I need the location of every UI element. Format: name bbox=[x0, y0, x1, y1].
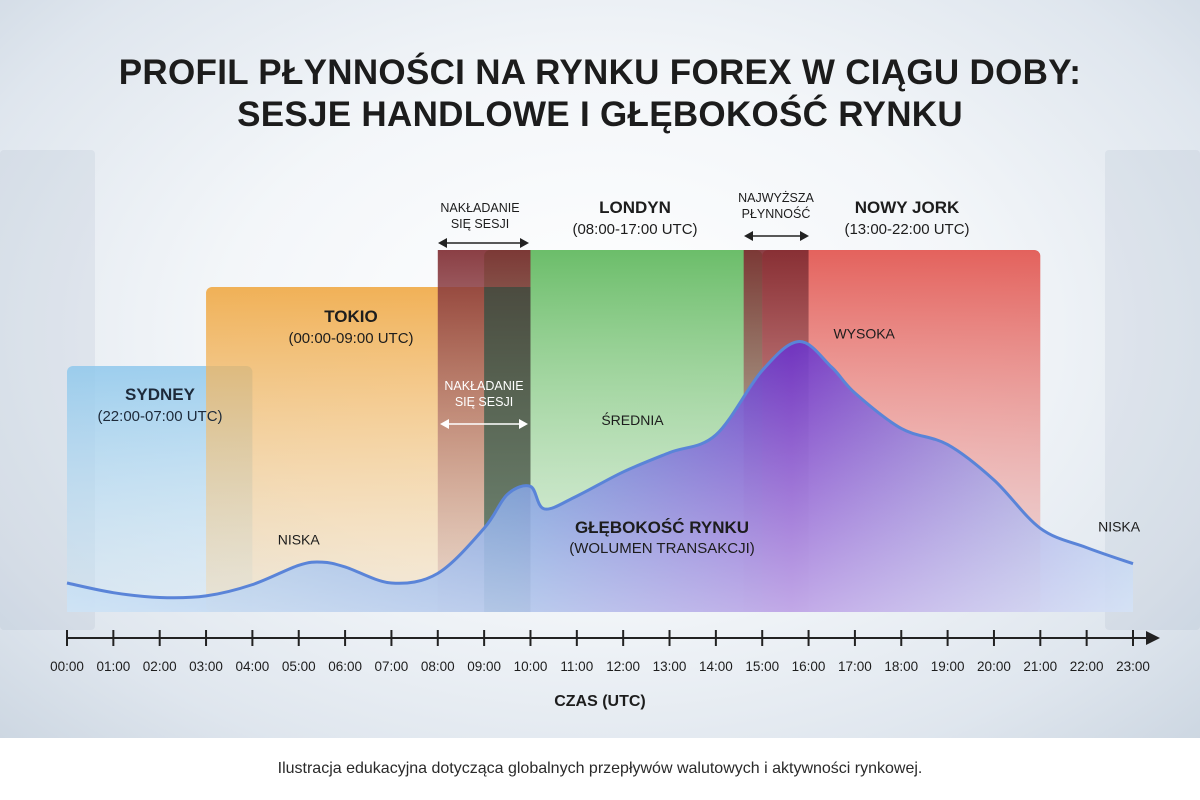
volume-area-fade bbox=[67, 341, 1133, 612]
session-hours-londyn: (08:00-17:00 UTC) bbox=[572, 221, 697, 238]
liquidity-chart: SYDNEY (22:00-07:00 UTC) TOKIO (00:00-09… bbox=[50, 191, 1160, 710]
x-tick-label: 06:00 bbox=[328, 659, 362, 674]
annotation-4: NISKA bbox=[1098, 519, 1141, 535]
overlap-inner-label-bottom: SIĘ SESJI bbox=[455, 395, 513, 409]
x-tick-label: 13:00 bbox=[653, 659, 687, 674]
session-label-sydney: SYDNEY bbox=[125, 385, 196, 404]
background-panel-right bbox=[1105, 150, 1200, 630]
title-line-1: PROFIL PŁYNNOŚCI NA RYNKU FOREX W CIĄGU … bbox=[118, 53, 1082, 92]
annotation-3: WYSOKA bbox=[833, 325, 895, 341]
x-tick-label: 14:00 bbox=[699, 659, 733, 674]
overlap-inner-arrowhead-right bbox=[519, 419, 528, 429]
x-tick-label: 03:00 bbox=[189, 659, 223, 674]
x-axis-arrowhead bbox=[1146, 631, 1160, 645]
volume-line bbox=[66, 340, 1134, 600]
x-tick-label: 05:00 bbox=[282, 659, 316, 674]
x-tick-label: 19:00 bbox=[931, 659, 965, 674]
overlap2-arrowhead-left bbox=[744, 231, 753, 241]
overlap1-label-bottom: SIĘ SESJI bbox=[451, 217, 509, 231]
x-tick-label: 04:00 bbox=[235, 659, 269, 674]
x-axis-ticks: 00:00 01:00 02:00 03:00 04:00 05:00 06:00 07:00… bbox=[50, 630, 1150, 674]
overlap1-arrowhead-left bbox=[438, 238, 447, 248]
overlap2-label-bottom: PŁYNNOŚĆ bbox=[742, 206, 811, 221]
overlap2-label-top: NAJWYŻSZA bbox=[738, 191, 814, 205]
x-tick-label: 09:00 bbox=[467, 659, 501, 674]
x-tick-label: 17:00 bbox=[838, 659, 872, 674]
annotation-1: NISKA bbox=[278, 531, 321, 547]
overlap-inner-arrowhead-left bbox=[440, 419, 449, 429]
series-label: GŁĘBOKOŚĆ RYNKU bbox=[575, 518, 749, 537]
x-tick-label: 21:00 bbox=[1023, 659, 1057, 674]
x-axis-label: CZAS (UTC) bbox=[554, 693, 646, 710]
x-tick-label: 02:00 bbox=[143, 659, 177, 674]
x-tick-label: 12:00 bbox=[606, 659, 640, 674]
x-tick-label: 00:00 bbox=[50, 659, 84, 674]
overlap1-arrowhead-right bbox=[520, 238, 529, 248]
annotation-2: ŚREDNIA bbox=[601, 411, 664, 428]
series-sublabel: (WOLUMEN TRANSAKCJI) bbox=[569, 540, 755, 557]
x-tick-label: 15:00 bbox=[745, 659, 779, 674]
x-tick-label: 08:00 bbox=[421, 659, 455, 674]
overlap2-arrowhead-right bbox=[800, 231, 809, 241]
caption: Ilustracja edukacyjna dotycząca globalny… bbox=[0, 738, 1200, 800]
x-tick-label: 16:00 bbox=[792, 659, 826, 674]
title-line-2: SESJE HANDLOWE I GŁĘBOKOŚĆ RYNKU bbox=[237, 95, 963, 134]
x-tick-label: 18:00 bbox=[884, 659, 918, 674]
session-label-tokio: TOKIO bbox=[324, 307, 378, 326]
x-tick-label: 23:00 bbox=[1116, 659, 1150, 674]
overlap-inner-label-top: NAKŁADANIE bbox=[444, 379, 523, 393]
annotations: NISKA ŚREDNIA WYSOKA NISKA bbox=[278, 325, 1141, 547]
chart-title: PROFIL PŁYNNOŚCI NA RYNKU FOREX W CIĄGU … bbox=[0, 52, 1200, 136]
x-tick-label: 22:00 bbox=[1070, 659, 1104, 674]
session-hours-nowy-jork: (13:00-22:00 UTC) bbox=[844, 221, 969, 238]
overlap1-label-top: NAKŁADANIE bbox=[440, 201, 519, 215]
session-hours-tokio: (00:00-09:00 UTC) bbox=[288, 330, 413, 347]
x-tick-label: 20:00 bbox=[977, 659, 1011, 674]
x-tick-label: 10:00 bbox=[514, 659, 548, 674]
session-label-nowy-jork: NOWY JORK bbox=[855, 198, 960, 217]
session-hours-sydney: (22:00-07:00 UTC) bbox=[97, 408, 222, 425]
x-tick-label: 07:00 bbox=[375, 659, 409, 674]
x-tick-label: 01:00 bbox=[96, 659, 130, 674]
session-label-londyn: LONDYN bbox=[599, 198, 671, 217]
x-tick-label: 11:00 bbox=[560, 659, 593, 674]
